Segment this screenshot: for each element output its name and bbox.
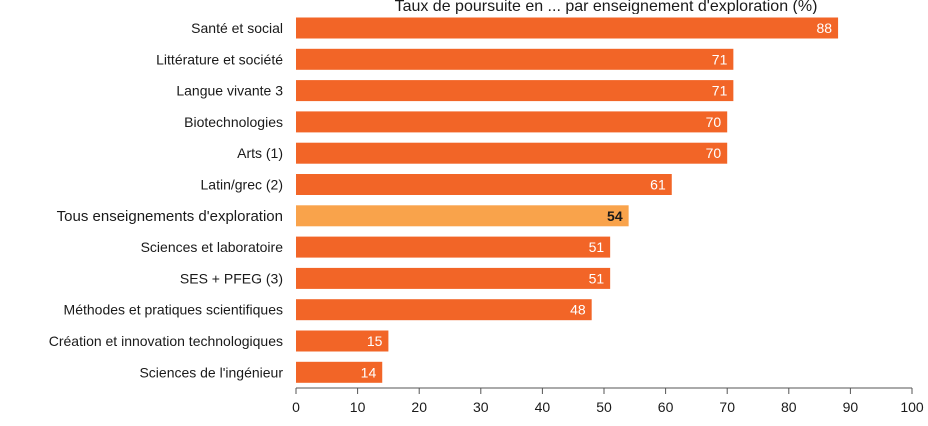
- category-label: Création et innovation technologiques: [49, 333, 283, 349]
- category-label: Méthodes et pratiques scientifiques: [64, 302, 283, 318]
- bar: [296, 17, 839, 39]
- data-label: 71: [712, 83, 728, 99]
- x-tick-label: 0: [292, 399, 300, 415]
- bar: [296, 80, 734, 102]
- category-label: Langue vivante 3: [176, 83, 283, 99]
- category-label: SES + PFEG (3): [180, 270, 283, 286]
- bar: [296, 174, 672, 195]
- bar: [296, 267, 611, 289]
- x-tick-label: 30: [473, 399, 489, 415]
- data-label: 61: [650, 177, 666, 193]
- data-label: 51: [589, 270, 605, 286]
- data-label: 14: [361, 364, 377, 380]
- bar: [296, 330, 389, 352]
- bar: [296, 361, 383, 383]
- data-label: 70: [706, 114, 722, 130]
- category-label: Santé et social: [191, 20, 283, 36]
- bar: [296, 299, 592, 321]
- x-tick-label: 80: [781, 399, 797, 415]
- data-label: 48: [570, 302, 586, 318]
- data-label: 54: [607, 208, 623, 224]
- bar: [296, 111, 728, 133]
- x-tick-label: 40: [535, 399, 551, 415]
- data-label: 71: [712, 51, 728, 67]
- category-label: Sciences et laboratoire: [141, 239, 284, 255]
- x-tick-label: 50: [596, 399, 612, 415]
- bar: [296, 48, 734, 70]
- x-tick-label: 90: [843, 399, 859, 415]
- x-tick-label: 60: [658, 399, 674, 415]
- category-label: Tous enseignements d'exploration: [57, 208, 283, 225]
- x-tick-label: 100: [900, 399, 924, 415]
- bar: [296, 236, 611, 258]
- bar: [296, 142, 728, 164]
- category-label: Biotechnologies: [184, 114, 283, 130]
- chart-title: Taux de poursuite en ... par enseignemen…: [394, 0, 818, 14]
- data-label: 70: [706, 145, 722, 161]
- data-label: 51: [589, 239, 605, 255]
- bar-highlight: [296, 205, 629, 227]
- category-label: Arts (1): [237, 145, 283, 161]
- category-label: Littérature et société: [156, 51, 283, 67]
- data-label: 88: [817, 20, 833, 36]
- category-label: Sciences de l'ingénieur: [139, 364, 283, 380]
- data-label: 15: [367, 333, 383, 349]
- x-tick-label: 10: [350, 399, 366, 415]
- x-tick-label: 20: [411, 399, 427, 415]
- category-label: Latin/grec (2): [201, 177, 283, 193]
- x-tick-label: 70: [719, 399, 735, 415]
